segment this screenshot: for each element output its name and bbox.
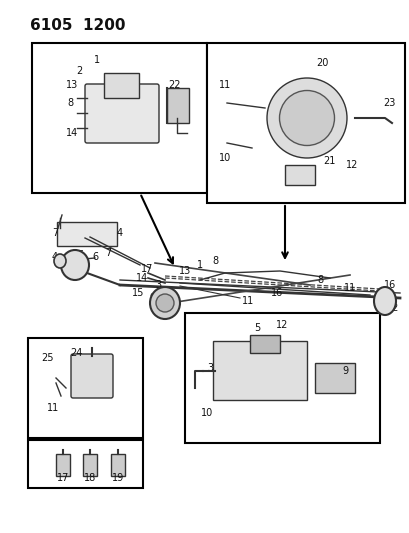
- Text: 16: 16: [270, 288, 283, 298]
- Text: 21: 21: [322, 156, 335, 166]
- Bar: [249, 335, 279, 353]
- Text: 20: 20: [315, 58, 327, 68]
- Bar: [28, 440, 143, 488]
- Bar: [32, 43, 207, 193]
- Text: 13: 13: [178, 266, 191, 276]
- Text: 6105  1200: 6105 1200: [30, 18, 125, 33]
- Text: 8: 8: [316, 275, 322, 285]
- Text: 11: 11: [218, 80, 231, 90]
- Bar: [83, 454, 97, 476]
- Text: 10: 10: [218, 153, 231, 163]
- Ellipse shape: [155, 294, 173, 312]
- Text: 12: 12: [275, 320, 288, 330]
- Ellipse shape: [61, 250, 89, 280]
- Text: 14: 14: [135, 273, 148, 283]
- Text: 1: 1: [94, 55, 100, 65]
- Text: 2: 2: [76, 66, 82, 76]
- FancyBboxPatch shape: [85, 84, 159, 143]
- Text: 17: 17: [140, 264, 153, 274]
- Text: 11: 11: [241, 296, 254, 306]
- Text: 11: 11: [47, 403, 59, 413]
- Bar: [111, 454, 125, 476]
- Bar: [207, 43, 404, 203]
- Text: 22: 22: [169, 80, 181, 90]
- Text: 23: 23: [382, 98, 394, 108]
- Bar: [184, 313, 379, 443]
- Text: 6: 6: [92, 252, 98, 262]
- Text: 17: 17: [57, 473, 69, 483]
- Text: 4: 4: [52, 252, 58, 262]
- Text: 25: 25: [42, 353, 54, 363]
- Bar: [56, 454, 70, 476]
- Ellipse shape: [373, 287, 395, 315]
- Text: 7: 7: [105, 248, 111, 258]
- Text: 5: 5: [253, 323, 259, 333]
- Text: 13: 13: [66, 80, 78, 90]
- Text: 3: 3: [155, 280, 161, 290]
- FancyBboxPatch shape: [57, 222, 117, 246]
- Text: 1: 1: [196, 260, 202, 270]
- Text: 9: 9: [148, 293, 155, 303]
- Bar: [284, 165, 314, 185]
- Bar: [166, 88, 189, 123]
- Text: 12: 12: [386, 303, 398, 313]
- FancyBboxPatch shape: [213, 341, 306, 400]
- Ellipse shape: [279, 91, 334, 146]
- Text: 8: 8: [211, 256, 218, 266]
- Text: 4: 4: [117, 228, 123, 238]
- Ellipse shape: [150, 287, 180, 319]
- Bar: [28, 338, 143, 438]
- Bar: [314, 363, 354, 393]
- Text: 18: 18: [84, 473, 96, 483]
- Text: 16: 16: [383, 280, 395, 290]
- Text: 14: 14: [66, 128, 78, 138]
- Ellipse shape: [266, 78, 346, 158]
- Text: 5: 5: [77, 250, 83, 260]
- Text: 10: 10: [200, 408, 213, 418]
- Text: 19: 19: [112, 473, 124, 483]
- Text: 12: 12: [345, 160, 357, 170]
- Text: 11: 11: [343, 283, 355, 293]
- Text: 24: 24: [70, 348, 82, 358]
- Ellipse shape: [54, 254, 66, 268]
- Text: 9: 9: [341, 366, 347, 376]
- FancyBboxPatch shape: [71, 354, 113, 398]
- Text: 7: 7: [52, 228, 58, 238]
- Text: 8: 8: [67, 98, 73, 108]
- Text: 15: 15: [131, 288, 144, 298]
- Bar: [104, 73, 139, 98]
- Text: 3: 3: [207, 363, 213, 373]
